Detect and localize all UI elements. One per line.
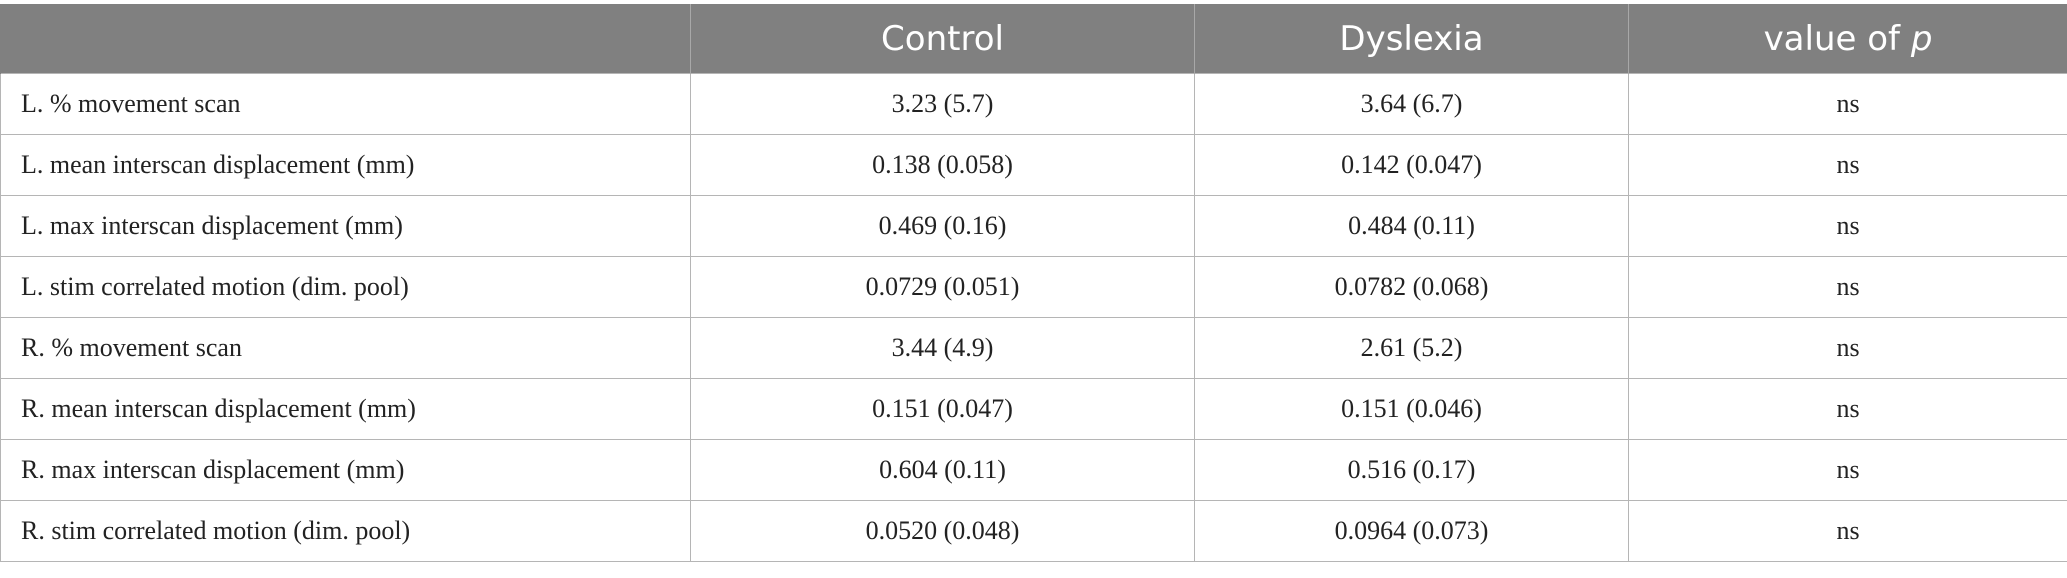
p-value: ns <box>1628 195 2067 257</box>
dyslexia-value: 0.142 (0.047) <box>1194 134 1629 196</box>
row-label: R. mean interscan displacement (mm) <box>0 378 691 440</box>
control-value: 0.0729 (0.051) <box>690 256 1195 318</box>
table-header: Control Dyslexia value of p <box>0 4 2067 74</box>
row-label: R. % movement scan <box>0 317 691 379</box>
table-row: R. max interscan displacement (mm) 0.604… <box>0 439 2067 501</box>
control-value: 0.0520 (0.048) <box>690 500 1195 562</box>
row-label: R. stim correlated motion (dim. pool) <box>0 500 691 562</box>
dyslexia-value: 0.484 (0.11) <box>1194 195 1629 257</box>
header-cell-dyslexia: Dyslexia <box>1194 4 1629 74</box>
motion-statistics-table: Control Dyslexia value of p L. % movemen… <box>0 4 2067 562</box>
p-value: ns <box>1628 256 2067 318</box>
table-body: L. % movement scan 3.23 (5.7) 3.64 (6.7)… <box>0 73 2067 562</box>
dyslexia-value: 0.0964 (0.073) <box>1194 500 1629 562</box>
control-value: 0.151 (0.047) <box>690 378 1195 440</box>
p-value: ns <box>1628 439 2067 501</box>
dyslexia-value: 0.0782 (0.068) <box>1194 256 1629 318</box>
p-value: ns <box>1628 134 2067 196</box>
control-value: 0.138 (0.058) <box>690 134 1195 196</box>
header-cell-p-value: value of p <box>1628 4 2067 74</box>
p-value: ns <box>1628 378 2067 440</box>
dyslexia-value: 2.61 (5.2) <box>1194 317 1629 379</box>
p-value: ns <box>1628 500 2067 562</box>
control-value: 3.44 (4.9) <box>690 317 1195 379</box>
header-cell-control: Control <box>690 4 1195 74</box>
dyslexia-value: 0.516 (0.17) <box>1194 439 1629 501</box>
row-label: L. % movement scan <box>0 73 691 135</box>
row-label: L. mean interscan displacement (mm) <box>0 134 691 196</box>
p-value: ns <box>1628 317 2067 379</box>
control-value: 0.469 (0.16) <box>690 195 1195 257</box>
row-label: R. max interscan displacement (mm) <box>0 439 691 501</box>
control-value: 0.604 (0.11) <box>690 439 1195 501</box>
header-p-value-prefix: value of <box>1763 18 1911 59</box>
table-row: R. % movement scan 3.44 (4.9) 2.61 (5.2)… <box>0 317 2067 379</box>
row-label: L. max interscan displacement (mm) <box>0 195 691 257</box>
data-table-container: Control Dyslexia value of p L. % movemen… <box>0 4 2067 562</box>
table-row: R. stim correlated motion (dim. pool) 0.… <box>0 500 2067 562</box>
dyslexia-value: 3.64 (6.7) <box>1194 73 1629 135</box>
header-p-value-italic: p <box>1910 18 1933 59</box>
dyslexia-value: 0.151 (0.046) <box>1194 378 1629 440</box>
table-row: L. max interscan displacement (mm) 0.469… <box>0 195 2067 257</box>
header-cell-measure <box>0 4 691 74</box>
table-row: R. mean interscan displacement (mm) 0.15… <box>0 378 2067 440</box>
table-row: L. stim correlated motion (dim. pool) 0.… <box>0 256 2067 318</box>
control-value: 3.23 (5.7) <box>690 73 1195 135</box>
table-row: L. % movement scan 3.23 (5.7) 3.64 (6.7)… <box>0 73 2067 135</box>
header-row: Control Dyslexia value of p <box>0 4 2067 74</box>
p-value: ns <box>1628 73 2067 135</box>
row-label: L. stim correlated motion (dim. pool) <box>0 256 691 318</box>
table-row: L. mean interscan displacement (mm) 0.13… <box>0 134 2067 196</box>
